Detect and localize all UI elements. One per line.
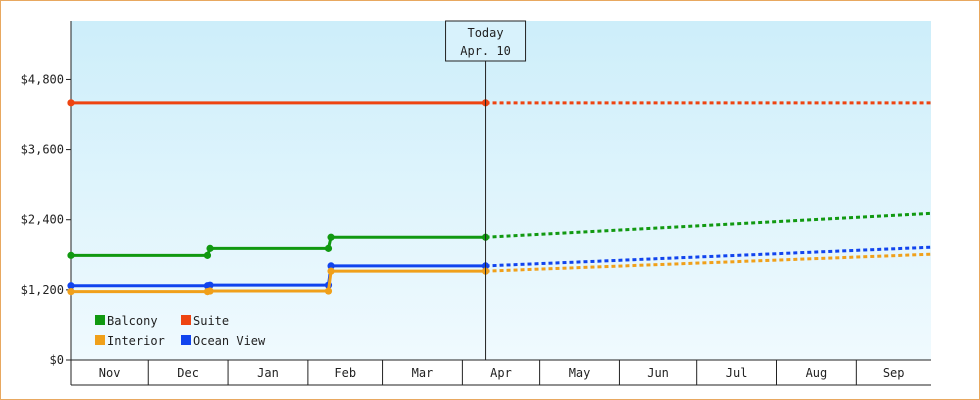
month-label: Apr [490, 366, 512, 380]
today-box [445, 20, 527, 62]
data-point [324, 287, 333, 295]
series-line [71, 235, 486, 257]
data-point [67, 288, 75, 296]
data-point [327, 267, 335, 275]
today-date: Apr. 10 [460, 44, 511, 58]
month-label: Sep [883, 366, 905, 380]
y-tick-label: $2,400 [21, 213, 64, 227]
data-point [206, 287, 214, 295]
legend-swatch [181, 335, 191, 345]
series-line [71, 269, 486, 294]
data-point [324, 244, 333, 252]
y-tick-label: $4,800 [21, 72, 64, 86]
series-suite [67, 99, 931, 107]
legend-label: Interior [107, 334, 165, 348]
legend-label: Suite [193, 314, 229, 328]
y-tick-label: $1,200 [21, 283, 64, 297]
data-point [206, 244, 214, 252]
legend-swatch [181, 315, 191, 325]
month-label: Feb [334, 366, 356, 380]
month-label: May [569, 366, 591, 380]
month-label: Nov [99, 366, 121, 380]
month-label: Jun [647, 366, 669, 380]
series-projection-line [485, 245, 932, 268]
data-point [67, 251, 75, 259]
data-point [203, 251, 212, 259]
y-tick-label: $0 [50, 353, 64, 367]
series-line [71, 264, 486, 288]
data-point [206, 281, 214, 289]
month-label: Jul [726, 366, 748, 380]
series-projection-line [485, 211, 932, 239]
month-label: Jan [257, 366, 279, 380]
legend-swatch [95, 335, 105, 345]
month-label: Aug [806, 366, 828, 380]
legend-label: Balcony [107, 314, 158, 328]
today-label: Today [467, 26, 503, 40]
series-projection-line [485, 252, 932, 273]
legend-swatch [95, 315, 105, 325]
y-tick-label: $3,600 [21, 143, 64, 157]
month-label: Dec [177, 366, 199, 380]
plot-area [71, 21, 931, 360]
legend-label: Ocean View [193, 334, 266, 348]
data-point [67, 99, 75, 107]
data-point [67, 282, 75, 290]
data-point [327, 233, 335, 241]
month-label: Mar [412, 366, 434, 380]
data-point [327, 262, 335, 270]
